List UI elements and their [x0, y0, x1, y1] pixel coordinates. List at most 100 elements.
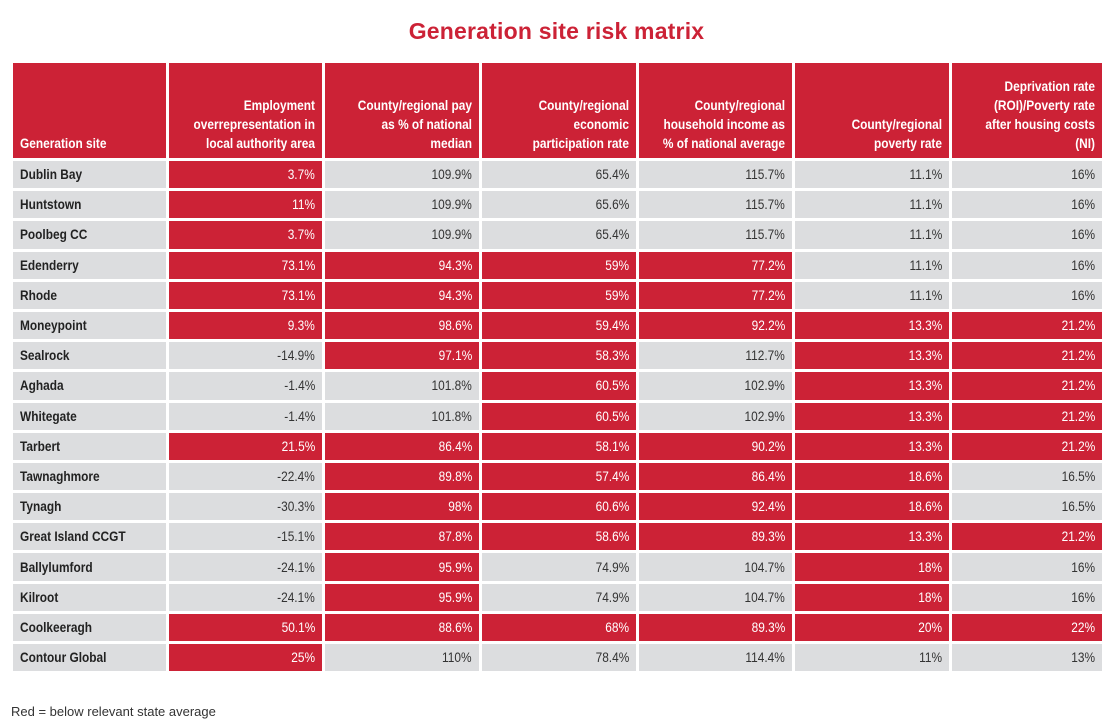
deprivation-cell: 16% [952, 251, 1102, 279]
table-row: Moneypoint 9.3% 98.6% 59.4% 92.2% 13.3% 21.2% [13, 311, 1102, 340]
site-name-cell: Coolkeeragh [13, 613, 166, 641]
income-cell: 112.7% [639, 342, 792, 370]
table-row: Poolbeg CC 3.7% 109.9% 65.4% 115.7% 11.1% 16% [13, 221, 1102, 249]
deprivation-cell: 16% [952, 553, 1102, 581]
deprivation-cell: 21.2% [952, 342, 1102, 370]
column-header-deprivation-rate: Deprivation rate (ROI)/Poverty rate afte… [952, 63, 1102, 158]
pay-cell: 95.9% [325, 583, 479, 611]
deprivation-cell: 21.2% [952, 523, 1102, 551]
pay-cell: 94.3% [325, 251, 479, 279]
poverty-cell: 11.1% [795, 251, 949, 279]
participation-cell: 58.1% [482, 432, 636, 460]
employment-cell: -15.1% [169, 523, 322, 551]
income-cell: 77.2% [639, 281, 792, 309]
table-row: Tawnaghmore -22.4% 89.8% 57.4% 86.4% 18.6% 16.… [13, 462, 1102, 491]
income-cell: 92.4% [639, 493, 792, 521]
poverty-cell: 13.3% [795, 311, 949, 340]
table-row: Rhode 73.1% 94.3% 59% 77.2% 11.1% 16% [13, 281, 1102, 309]
employment-cell: 73.1% [169, 251, 322, 279]
table-row: Coolkeeragh 50.1% 88.6% 68% 89.3% 20% 22% [13, 613, 1102, 641]
participation-cell: 58.6% [482, 523, 636, 551]
column-header-economic-participation: County/regional economic participation r… [482, 63, 636, 158]
income-cell: 115.7% [639, 191, 792, 219]
site-name-cell: Great Island CCGT [13, 523, 166, 551]
poverty-cell: 18.6% [795, 493, 949, 521]
poverty-cell: 18% [795, 583, 949, 611]
poverty-cell: 13.3% [795, 523, 949, 551]
pay-cell: 97.1% [325, 342, 479, 370]
employment-cell: 3.7% [169, 221, 322, 249]
pay-cell: 109.9% [325, 221, 479, 249]
page-title: Generation site risk matrix [408, 18, 705, 44]
pay-cell: 86.4% [325, 432, 479, 460]
site-name-cell: Sealrock [13, 342, 166, 370]
pay-cell: 98% [325, 493, 479, 521]
site-name-cell: Whitegate [13, 402, 166, 430]
site-name-cell: Tawnaghmore [13, 462, 166, 491]
pay-cell: 95.9% [325, 553, 479, 581]
income-cell: 104.7% [639, 553, 792, 581]
deprivation-cell: 13% [952, 644, 1102, 672]
deprivation-cell: 21.2% [952, 402, 1102, 430]
poverty-cell: 11% [795, 644, 949, 672]
income-cell: 89.3% [639, 523, 792, 551]
column-header-employment-overrepresentation: Employment overrepresentation in local a… [169, 63, 322, 158]
deprivation-cell: 21.2% [952, 432, 1102, 460]
income-cell: 86.4% [639, 462, 792, 491]
income-cell: 102.9% [639, 372, 792, 400]
employment-cell: 21.5% [169, 432, 322, 460]
legend-footnote: Red = below relevant state average [11, 704, 216, 719]
column-header-poverty-rate: County/regional poverty rate [795, 63, 949, 158]
poverty-cell: 18% [795, 553, 949, 581]
employment-cell: 3.7% [169, 161, 322, 189]
income-cell: 77.2% [639, 251, 792, 279]
deprivation-cell: 22% [952, 613, 1102, 641]
pay-cell: 109.9% [325, 191, 479, 219]
pay-cell: 101.8% [325, 402, 479, 430]
employment-cell: -30.3% [169, 493, 322, 521]
site-name-cell: Edenderry [13, 251, 166, 279]
income-cell: 115.7% [639, 221, 792, 249]
participation-cell: 59.4% [482, 311, 636, 340]
poverty-cell: 11.1% [795, 221, 949, 249]
poverty-cell: 11.1% [795, 281, 949, 309]
site-name-cell: Tynagh [13, 493, 166, 521]
risk-matrix-table: Generation site Employment overrepresent… [10, 60, 1105, 674]
income-cell: 102.9% [639, 402, 792, 430]
column-header-regional-pay: County/regional pay as % of national med… [325, 63, 479, 158]
table-row: Kilroot -24.1% 95.9% 74.9% 104.7% 18% 16% [13, 583, 1102, 611]
deprivation-cell: 21.2% [952, 311, 1102, 340]
header-row: Generation site Employment overrepresent… [13, 63, 1102, 158]
site-name-cell: Ballylumford [13, 553, 166, 581]
participation-cell: 57.4% [482, 462, 636, 491]
poverty-cell: 13.3% [795, 342, 949, 370]
pay-cell: 98.6% [325, 311, 479, 340]
income-cell: 92.2% [639, 311, 792, 340]
pay-cell: 88.6% [325, 613, 479, 641]
pay-cell: 89.8% [325, 462, 479, 491]
participation-cell: 60.5% [482, 402, 636, 430]
table-row: Dublin Bay 3.7% 109.9% 65.4% 115.7% 11.1% 16% [13, 161, 1102, 189]
income-cell: 104.7% [639, 583, 792, 611]
income-cell: 114.4% [639, 644, 792, 672]
table-row: Contour Global 25% 110% 78.4% 114.4% 11% 13% [13, 644, 1102, 672]
participation-cell: 74.9% [482, 553, 636, 581]
site-name-cell: Kilroot [13, 583, 166, 611]
site-name-cell: Contour Global [13, 644, 166, 672]
employment-cell: -1.4% [169, 402, 322, 430]
table-row: Ballylumford -24.1% 95.9% 74.9% 104.7% 18% 16% [13, 553, 1102, 581]
poverty-cell: 13.3% [795, 432, 949, 460]
income-cell: 89.3% [639, 613, 792, 641]
deprivation-cell: 16% [952, 583, 1102, 611]
participation-cell: 58.3% [482, 342, 636, 370]
site-name-cell: Aghada [13, 372, 166, 400]
participation-cell: 59% [482, 251, 636, 279]
table-row: Aghada -1.4% 101.8% 60.5% 102.9% 13.3% 21.2% [13, 372, 1102, 400]
income-cell: 115.7% [639, 161, 792, 189]
pay-cell: 109.9% [325, 161, 479, 189]
pay-cell: 87.8% [325, 523, 479, 551]
participation-cell: 74.9% [482, 583, 636, 611]
table-row: Tarbert 21.5% 86.4% 58.1% 90.2% 13.3% 21.2% [13, 432, 1102, 460]
site-name-cell: Dublin Bay [13, 161, 166, 189]
participation-cell: 68% [482, 613, 636, 641]
